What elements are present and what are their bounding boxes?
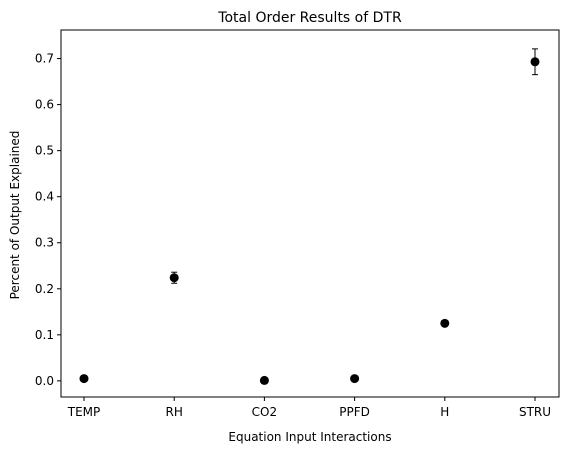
y-tick-label: 0.7 (35, 52, 54, 66)
plot-area: 0.0 0.1 0.2 0.3 0.4 0.5 0.6 0.7 TEMP RH CO2 PPFD H ST… (35, 29, 560, 419)
x-tick-label: PPFD (339, 405, 370, 419)
x-tick-label: CO2 (252, 405, 277, 419)
data-point (169, 273, 179, 283)
x-tick-label: TEMP (67, 405, 101, 419)
plot-frame (60, 29, 560, 398)
data-point (79, 374, 89, 384)
y-tick-label: 0.4 (35, 190, 54, 204)
x-tick-label: RH (166, 405, 183, 419)
y-tick-label: 0.6 (35, 98, 54, 112)
y-axis-label: Percent of Output Explained (8, 131, 22, 300)
y-tick-label: 0.0 (35, 374, 54, 388)
y-tick-label: 0.1 (35, 328, 54, 342)
data-point (440, 318, 450, 328)
y-tick-label: 0.5 (35, 144, 54, 158)
chart-title: Total Order Results of DTR (217, 10, 402, 26)
x-tick-label: STRU (519, 405, 551, 419)
data-point (530, 57, 540, 67)
x-axis-label: Equation Input Interactions (228, 430, 391, 444)
data-point (259, 375, 269, 385)
x-tick-label: H (440, 405, 449, 419)
y-tick-label: 0.3 (35, 236, 54, 250)
y-tick-label: 0.2 (35, 282, 54, 296)
data-point (350, 374, 360, 384)
